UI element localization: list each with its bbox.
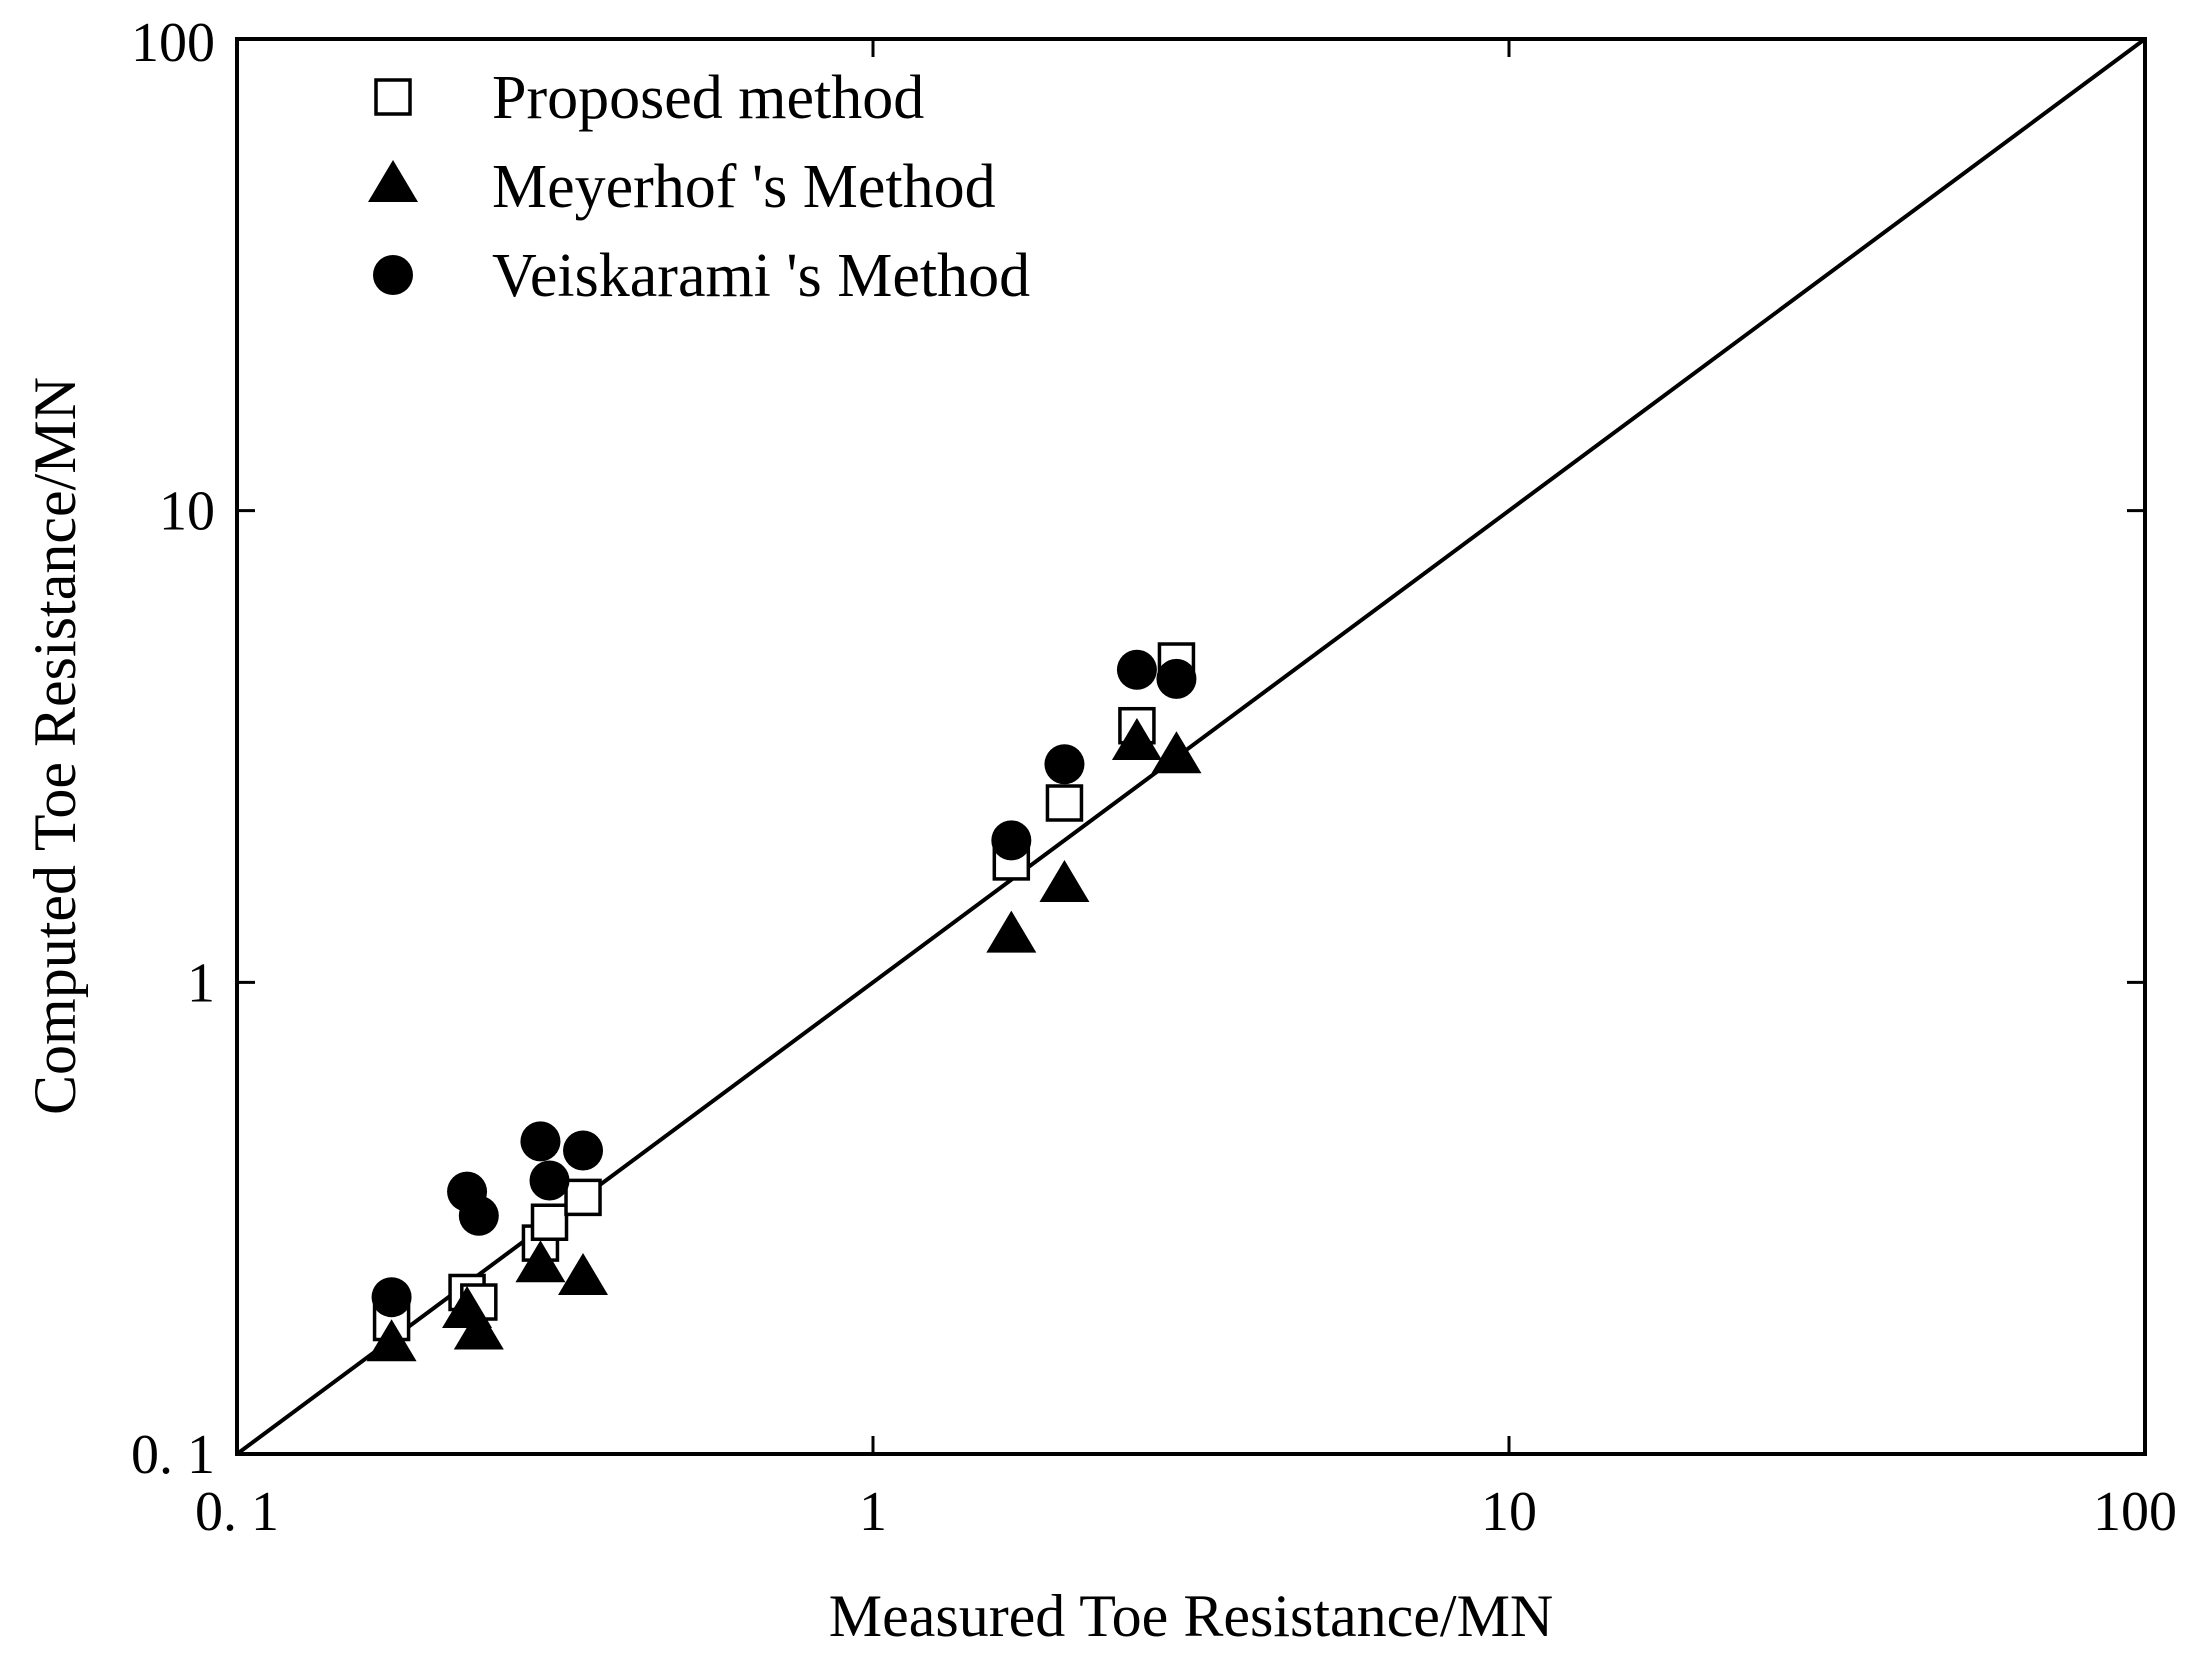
data-point-filled-circle <box>1156 658 1197 699</box>
y-tick-label: 100 <box>131 12 215 74</box>
y-axis-title: Computed Toe Resistance/MN <box>22 377 88 1115</box>
data-point-filled-circle <box>371 1277 412 1318</box>
data-point-filled-circle <box>529 1160 570 1201</box>
y-tick-label: 10 <box>159 481 215 543</box>
data-point-filled-triangle <box>1151 731 1202 774</box>
data-point-filled-circle <box>563 1130 604 1171</box>
data-point-filled-triangle <box>1111 718 1162 761</box>
y-tick-label: 1 <box>187 952 215 1014</box>
legend-marker-filled-triangle <box>368 159 418 202</box>
legend: Proposed method Meyerhof 's Method Veiskar… <box>368 64 1030 310</box>
data-point-filled-triangle <box>453 1307 504 1350</box>
y-tick-label: 0. 1 <box>131 1424 215 1486</box>
data-point-filled-triangle <box>558 1252 609 1295</box>
data-point-open-square <box>1045 784 1084 822</box>
data-point-filled-circle <box>520 1121 561 1162</box>
data-point-open-square <box>530 1203 569 1241</box>
x-tick-label: 10 <box>1481 1481 1537 1543</box>
legend-label: Meyerhof 's Method <box>492 153 996 221</box>
x-axis-title: Measured Toe Resistance/MN <box>829 1583 1554 1649</box>
legend-marker-filled-circle <box>373 255 413 295</box>
tick-label-layer: 0. 1 1 10 100 0. 1 1 10 100 <box>131 12 2177 1543</box>
data-point-filled-circle <box>1116 649 1157 690</box>
data-point-filled-circle <box>458 1195 499 1236</box>
data-point-filled-triangle <box>366 1319 417 1362</box>
plot-frame <box>235 37 2147 1456</box>
x-tick-label: 0. 1 <box>195 1481 279 1543</box>
x-tick-label: 100 <box>2093 1481 2177 1543</box>
data-point-filled-circle <box>1044 744 1085 785</box>
data-point-filled-circle <box>991 820 1032 861</box>
x-tick-label: 1 <box>859 1481 887 1543</box>
data-points-layer <box>366 642 1202 1362</box>
legend-marker-open-square <box>374 78 412 116</box>
series-3 <box>371 649 1197 1318</box>
legend-label: Proposed method <box>492 64 924 132</box>
data-point-open-square <box>564 1178 602 1217</box>
data-point-filled-triangle <box>1039 860 1090 903</box>
series-2 <box>366 718 1202 1362</box>
data-point-filled-triangle <box>515 1240 566 1283</box>
data-point-filled-triangle <box>986 910 1037 953</box>
legend-label: Veiskarami 's Method <box>492 242 1030 310</box>
